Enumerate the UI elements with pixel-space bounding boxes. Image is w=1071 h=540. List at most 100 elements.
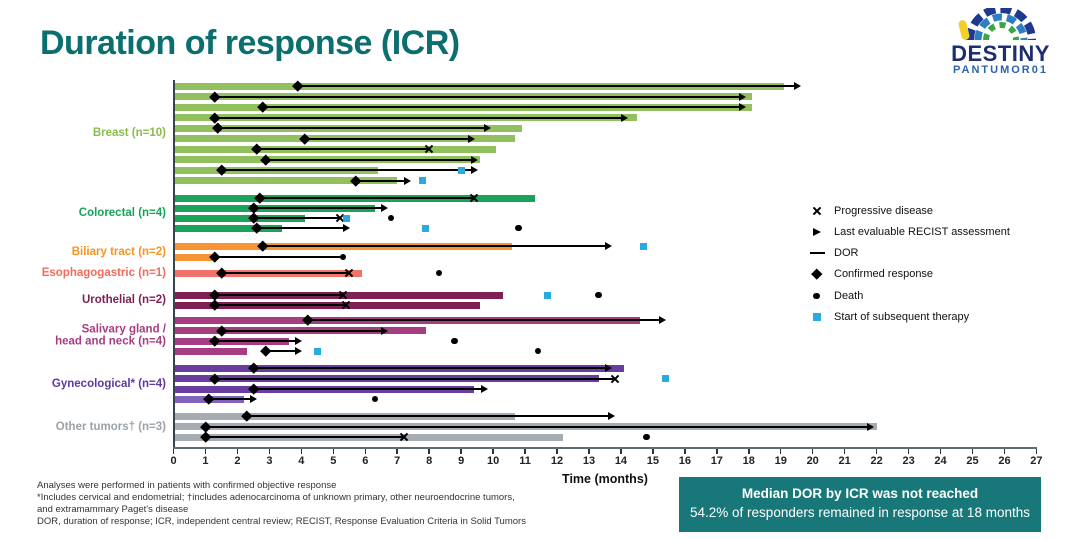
last-assessment-arrow-marker — [659, 316, 667, 324]
x-axis-tick-label: 1 — [202, 455, 209, 467]
x-axis-tick — [652, 449, 654, 454]
dor-legend-icon — [810, 252, 825, 254]
x-axis-tick — [875, 449, 878, 454]
legend-item: Last evaluable RECIST assessment — [810, 225, 1050, 239]
x-axis-tick-label: 24 — [934, 455, 947, 467]
dor-line — [215, 377, 615, 380]
x-axis-tick-label: 4 — [298, 455, 305, 467]
legend-label: DOR — [834, 247, 859, 259]
x-axis-tick — [588, 449, 590, 454]
section-label: Breast (n=10) — [92, 126, 166, 139]
dor-line — [221, 272, 350, 274]
x-axis-tick — [492, 449, 494, 454]
dor-line — [262, 106, 741, 108]
x-axis-tick-label: 26 — [998, 455, 1011, 467]
dor-line — [215, 340, 297, 342]
footnote-line: and extramammary Paget's disease — [37, 504, 189, 515]
x-axis-tick-label: 10 — [486, 455, 500, 467]
x-axis-tick-label: 13 — [582, 455, 596, 467]
legend-item: DOR — [810, 246, 1050, 260]
last-assessment-arrow-marker — [381, 204, 389, 212]
subsequent-therapy-marker — [662, 375, 670, 382]
swimmer-bar — [174, 214, 305, 222]
dor-line — [221, 169, 472, 171]
legend-item: Confirmed response — [810, 267, 1050, 281]
legend-label: Confirmed response — [834, 268, 934, 280]
banner-line1: Median DOR by ICR was not reached — [741, 486, 979, 501]
last-assessment-arrow-marker — [470, 155, 478, 164]
x-axis-tick-label: 2 — [234, 455, 241, 467]
dor-line — [266, 350, 297, 352]
swimmer-bar — [174, 253, 216, 261]
legend-label: Death — [834, 290, 864, 302]
logo-arc-icon — [958, 8, 1036, 41]
x-axis-tick-label: 5 — [330, 455, 337, 467]
last-assessment-arrow-marker — [480, 385, 488, 393]
last-assessment-arrow-marker — [343, 224, 351, 232]
dor-line — [215, 304, 347, 306]
x-axis-tick-label: 0 — [170, 455, 177, 467]
x-axis-tick — [524, 449, 526, 454]
x-axis-tick-label: 15 — [646, 455, 660, 467]
subsequent-therapy-marker — [419, 177, 427, 184]
section-label: Colorectal (n=4) — [78, 206, 166, 219]
progressive-disease-x-marker — [344, 268, 354, 278]
x-axis-tick-label: 9 — [458, 455, 465, 467]
last-assessment-arrow-marker — [381, 326, 389, 335]
last-assessment-arrow-marker — [605, 242, 613, 250]
section-label: Esophagogastric (n=1) — [41, 266, 166, 279]
x-axis-tick-label: 27 — [1030, 455, 1043, 467]
last-assessment-arrow-marker — [295, 337, 303, 345]
death-marker — [451, 337, 458, 345]
dor-line — [266, 158, 472, 161]
legend-label: Last evaluable RECIST assessment — [834, 226, 1010, 238]
last-assessment-arrow-marker — [739, 92, 747, 101]
x-axis-tick-label: 8 — [426, 455, 433, 467]
x-axis-tick — [268, 449, 271, 454]
legend-item: Death — [810, 289, 1050, 303]
dor-line — [215, 256, 340, 258]
x-axis-line — [173, 447, 1037, 449]
last-assessment-arrow-marker — [605, 364, 613, 372]
swimmer-bar — [174, 224, 283, 232]
progressive-disease-x-marker — [424, 144, 434, 154]
x-axis-tick — [204, 449, 207, 454]
x-axis-tick-label: 3 — [266, 455, 273, 467]
dor-line — [259, 197, 474, 199]
x-axis-tick-label: 14 — [614, 455, 628, 467]
progressive-disease-x-marker — [610, 374, 620, 384]
progressive-disease-legend-icon — [812, 206, 822, 216]
x-axis-tick-label: 16 — [678, 455, 691, 467]
x-axis-tick-label: 23 — [902, 455, 915, 467]
dor-line — [253, 367, 607, 369]
y-axis-line — [173, 80, 175, 448]
dor-line — [205, 425, 869, 428]
summary-banner: Median DOR by ICR was not reached 54.2% … — [679, 477, 1041, 532]
last-assessment-arrow-marker — [483, 124, 491, 132]
subsequent-therapy-marker — [457, 166, 465, 174]
x-axis-tick — [364, 449, 366, 454]
confirmed-response-legend-icon — [811, 268, 823, 280]
dor-line — [262, 245, 607, 247]
x-axis-tick-label: 12 — [550, 455, 564, 467]
footnote-line: *Includes cervical and endometrial; †inc… — [37, 492, 515, 503]
dor-line — [256, 148, 430, 150]
dor-line — [215, 116, 623, 119]
x-axis-tick-label: 19 — [774, 455, 787, 467]
last-assessment-arrow-marker — [867, 422, 875, 431]
x-axis-tick — [428, 449, 430, 454]
death-marker — [339, 253, 347, 261]
death-legend-icon — [813, 292, 820, 299]
progressive-disease-x-marker — [399, 432, 409, 442]
death-marker — [643, 433, 650, 441]
legend-item: Start of subsequent therapy — [810, 310, 1050, 324]
dor-line — [304, 137, 469, 140]
confirmed-response-marker — [260, 345, 272, 357]
x-axis-tick — [1003, 449, 1006, 454]
dor-line — [221, 329, 383, 332]
dor-line — [355, 179, 405, 182]
x-axis-tick — [716, 449, 718, 454]
x-axis-tick — [971, 449, 974, 454]
x-axis-tick-label: 25 — [966, 455, 979, 467]
swimmer-bar — [174, 177, 398, 184]
